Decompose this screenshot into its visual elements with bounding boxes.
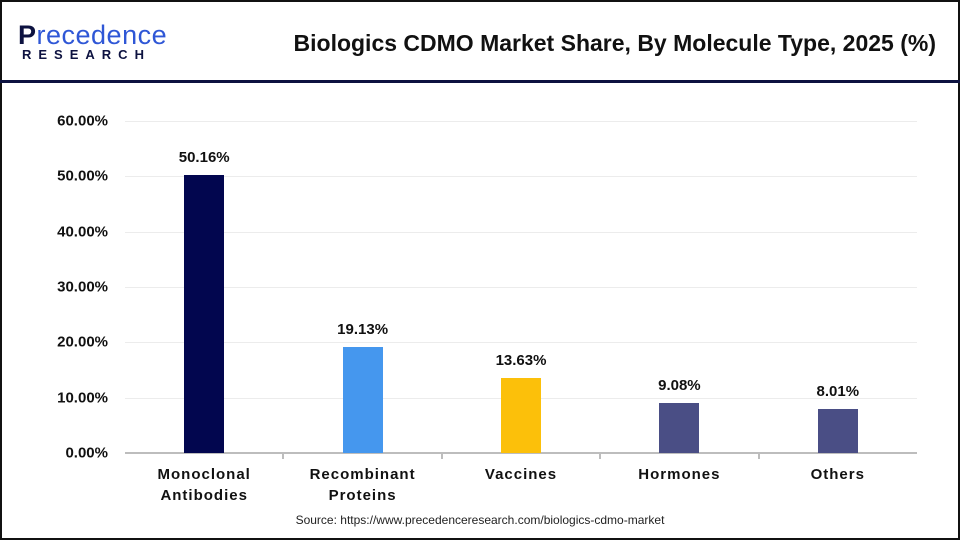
y-tick-label: 40.00% [57, 223, 108, 241]
gridline [125, 287, 917, 288]
x-category-label: Recombinant Proteins [309, 466, 416, 504]
x-category-label: Monoclonal Antibodies [157, 466, 251, 504]
bar-vaccines[interactable] [501, 377, 541, 453]
gridline [125, 342, 917, 344]
data-label: 8.01% [816, 382, 860, 400]
bar-recombinant-proteins[interactable] [342, 347, 383, 453]
x-axis-tick [440, 452, 443, 459]
source-note: Source: https://www.precedenceresearch.c… [295, 513, 665, 527]
y-tick-label: 0.00% [65, 444, 108, 462]
chart-title: Biologics CDMO Market Share, By Molecule… [293, 30, 936, 56]
x-axis-tick [599, 452, 602, 459]
data-label: 13.63% [495, 351, 547, 369]
bar-hormones[interactable] [659, 402, 700, 453]
logo-wordmark: Precedence [18, 20, 167, 51]
x-axis-tick [757, 452, 760, 459]
y-tick-label: 50.00% [57, 167, 108, 185]
logo-subtitle: RESEARCH [22, 47, 151, 62]
header-divider [0, 80, 960, 83]
y-tick-label: 60.00% [57, 112, 108, 130]
gridline [125, 231, 917, 233]
data-label: 19.13% [337, 321, 389, 339]
x-category-label: Hormones [638, 466, 721, 483]
precedence-research-logo: Precedence RESEARCH [18, 20, 168, 64]
y-tick-label: 20.00% [57, 333, 108, 351]
data-label: 9.08% [658, 376, 701, 394]
gridline [125, 121, 917, 122]
y-tick-label: 10.00% [57, 389, 108, 407]
bar-monoclonal-antibodies[interactable] [184, 175, 225, 453]
x-category-label: Others [810, 466, 865, 483]
data-label: 50.16% [178, 149, 230, 167]
x-axis-line [125, 452, 917, 454]
x-category-label: Vaccines [484, 466, 558, 483]
logo-rest: recedence [36, 20, 168, 50]
gridline [125, 176, 917, 178]
x-axis-tick [282, 452, 285, 459]
logo-initial: P [18, 20, 37, 50]
bar-others[interactable] [817, 408, 858, 453]
y-tick-label: 30.00% [57, 278, 108, 296]
